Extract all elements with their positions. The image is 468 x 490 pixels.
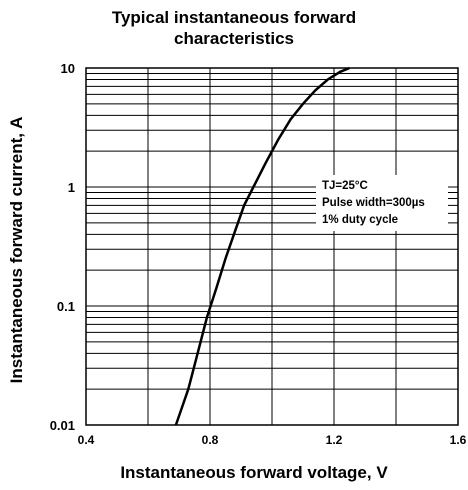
y-axis-label: Instantaneous forward current, A [7,116,26,384]
chart-title-line1: Typical instantaneous forward [111,8,357,27]
tick-labels: 0.4 0.8 1.2 1.6 0.01 0.1 1 10 [50,61,467,447]
annotation-box: TJ=25°C Pulse width=300µs 1% duty cycle [316,175,448,231]
y-tick-label: 10 [61,61,75,76]
x-tick-label: 1.2 [326,433,343,447]
annotation-duty-cycle: 1% duty cycle [322,214,398,226]
series-line [174,66,350,426]
x-tick-label: 0.8 [202,433,219,447]
y-tick-label: 0.01 [50,418,75,433]
plot-frame [85,67,459,426]
annotation-pulse-width: Pulse width=300µs [322,197,425,209]
grid-lines [86,68,458,425]
y-tick-label: 0.1 [57,299,75,314]
annotation-temperature: TJ=25°C [322,180,368,192]
y-tick-label: 1 [68,180,75,195]
x-tick-label: 0.4 [78,433,95,447]
chart-title-line2: characteristics [173,29,295,48]
annotation-background [316,175,448,231]
x-tick-label: 1.6 [450,433,467,447]
x-axis-label: Instantaneous forward voltage, V [120,463,388,482]
